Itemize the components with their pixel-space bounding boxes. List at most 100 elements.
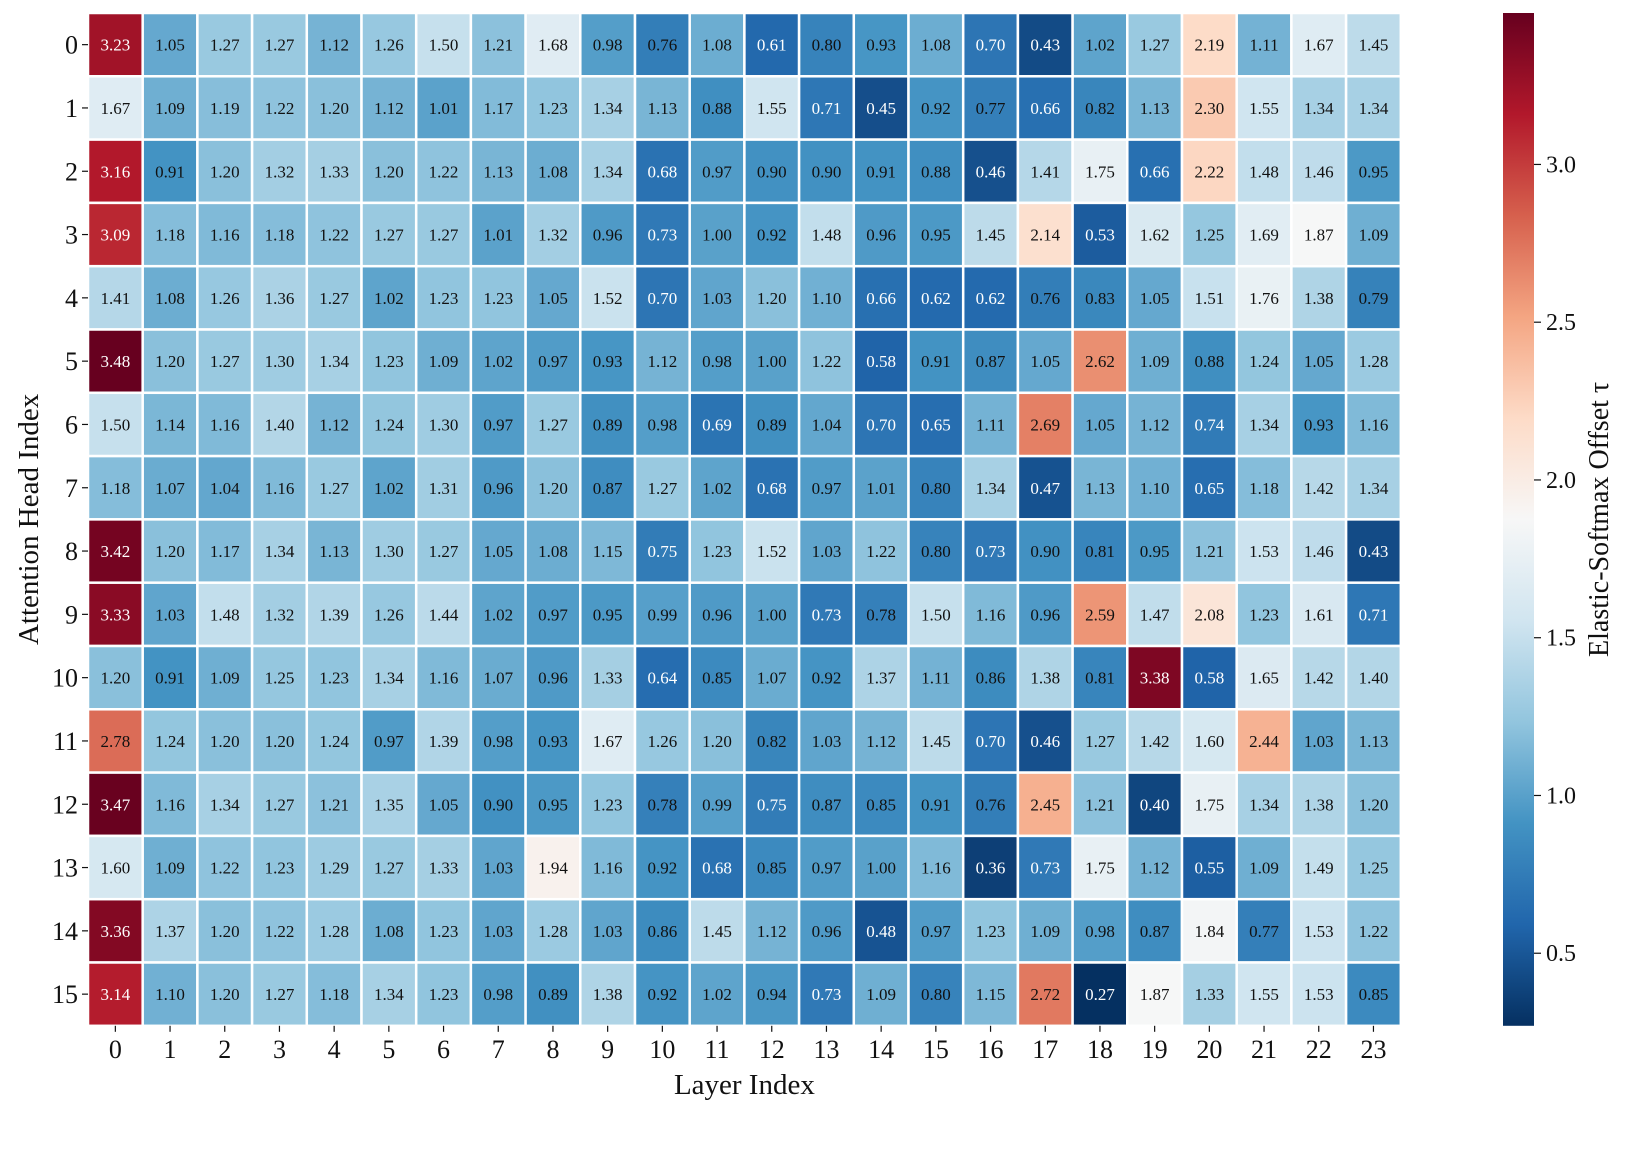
cell-value-label: 1.16 — [210, 415, 240, 434]
heatmap-cell — [1126, 264, 1184, 331]
x-tick-label: 9 — [601, 1035, 614, 1064]
cell-value-label: 1.27 — [210, 36, 240, 55]
heatmap-cell — [633, 834, 691, 901]
cell-value-label: 1.34 — [374, 669, 404, 688]
cell-value-label: 1.39 — [319, 605, 349, 624]
cell-value-label: 0.94 — [757, 985, 787, 1004]
cell-value-label: 1.24 — [374, 415, 404, 434]
heatmap-cell — [524, 201, 582, 268]
heatmap-cell — [141, 264, 199, 331]
cell-value-label: 1.42 — [1140, 732, 1170, 751]
x-tick-label: 16 — [978, 1035, 1004, 1064]
cell-value-label: 1.03 — [812, 732, 842, 751]
cell-value-label: 1.39 — [429, 732, 459, 751]
y-tick-label: 3 — [65, 221, 78, 250]
cell-value-label: 1.18 — [100, 479, 130, 498]
cell-value-label: 0.89 — [538, 985, 568, 1004]
cell-value-label: 1.23 — [1249, 605, 1279, 624]
cell-value-label: 1.67 — [100, 99, 130, 118]
cell-value-label: 1.37 — [155, 922, 185, 941]
cell-value-label: 1.20 — [210, 985, 240, 1004]
y-tick-label: 6 — [65, 410, 78, 439]
heatmap-cell — [524, 771, 582, 838]
cell-value-label: 1.17 — [210, 542, 240, 561]
heatmap-cell — [743, 201, 801, 268]
heatmap-cell — [797, 581, 856, 648]
y-tick-label: 5 — [65, 347, 78, 376]
cell-value-label: 1.41 — [100, 289, 130, 308]
cell-value-label: 0.95 — [1359, 162, 1389, 181]
cell-value-label: 1.02 — [374, 289, 404, 308]
cell-value-label: 1.25 — [1194, 226, 1224, 245]
cell-value-label: 0.78 — [647, 795, 677, 814]
cell-value-label: 0.86 — [976, 669, 1006, 688]
cell-value-label: 1.09 — [866, 985, 896, 1004]
heatmap-cell — [469, 708, 527, 774]
cell-value-label: 2.22 — [1194, 162, 1224, 181]
x-tick-label: 5 — [382, 1035, 395, 1064]
cell-value-label: 0.96 — [702, 605, 732, 624]
cell-value-label: 3.09 — [100, 226, 130, 245]
cell-value-label: 1.41 — [1030, 162, 1060, 181]
cell-value-label: 1.25 — [265, 669, 295, 688]
heatmap-cell — [1290, 834, 1348, 901]
heatmap-cell — [196, 581, 254, 648]
cell-value-label: 0.58 — [1194, 669, 1224, 688]
cell-value-label: 1.20 — [1359, 795, 1389, 814]
heatmap-cell — [524, 961, 582, 1028]
heatmap-cell — [579, 834, 637, 901]
cell-value-label: 1.84 — [1194, 922, 1224, 941]
x-tick-label: 12 — [759, 1035, 785, 1064]
y-tick-label: 4 — [65, 284, 78, 313]
cell-value-label: 0.46 — [1030, 732, 1060, 751]
cell-value-label: 1.00 — [757, 352, 787, 371]
cell-value-label: 0.70 — [976, 732, 1006, 751]
cell-value-label: 0.92 — [647, 985, 677, 1004]
heatmap-cell — [1180, 644, 1238, 711]
cell-value-label: 0.91 — [921, 795, 951, 814]
cell-value-label: 1.42 — [1304, 669, 1334, 688]
cell-value-label: 1.34 — [1304, 99, 1334, 118]
cell-value-label: 0.93 — [538, 732, 568, 751]
cell-value-label: 1.21 — [1194, 542, 1224, 561]
heatmap-cell — [196, 75, 254, 141]
cell-value-label: 1.01 — [429, 99, 459, 118]
cell-value-label: 1.16 — [1359, 415, 1389, 434]
cell-value-label: 1.20 — [319, 99, 349, 118]
cell-value-label: 1.37 — [866, 669, 896, 688]
cell-value-label: 0.81 — [1085, 669, 1115, 688]
cell-value-label: 1.02 — [1085, 36, 1115, 55]
cell-value-label: 1.33 — [1194, 985, 1224, 1004]
cell-value-label: 0.75 — [647, 542, 677, 561]
cell-value-label: 1.22 — [812, 352, 842, 371]
cell-value-label: 1.00 — [702, 226, 732, 245]
cell-value-label: 1.18 — [265, 226, 295, 245]
cell-value-label: 1.30 — [265, 352, 295, 371]
heatmap-cell — [1071, 138, 1129, 205]
cell-value-label: 0.76 — [976, 795, 1006, 814]
heatmap-cell — [86, 201, 144, 268]
heatmap-cell — [1071, 201, 1129, 268]
cell-value-label: 1.21 — [483, 36, 513, 55]
heatmap-cell — [688, 264, 746, 331]
heatmap-cell — [469, 961, 527, 1028]
cell-value-label: 0.96 — [866, 226, 896, 245]
cell-value-label: 0.82 — [1085, 99, 1115, 118]
heatmap-cell — [305, 391, 363, 458]
cell-value-label: 1.23 — [265, 859, 295, 878]
x-tick-label: 1 — [164, 1035, 177, 1064]
cell-value-label: 2.14 — [1030, 226, 1060, 245]
heatmap-cell — [469, 897, 527, 964]
cell-value-label: 1.01 — [483, 226, 513, 245]
colorbar: 0.5 1.0 1.5 2.0 2.5 3.0 Elastic-Softmax Offse… — [1503, 13, 1615, 1026]
x-tick-label: 15 — [923, 1035, 949, 1064]
cell-value-label: 1.50 — [100, 415, 130, 434]
cell-value-label: 0.92 — [757, 226, 787, 245]
heatmap-cell — [797, 264, 856, 331]
heatmap-cell — [633, 644, 691, 711]
cell-value-label: 1.60 — [100, 859, 130, 878]
heatmap-cell — [86, 328, 144, 395]
cell-value-label: 0.43 — [1030, 36, 1060, 55]
cell-value-label: 1.46 — [1304, 162, 1334, 181]
heatmap-cell — [579, 644, 637, 711]
